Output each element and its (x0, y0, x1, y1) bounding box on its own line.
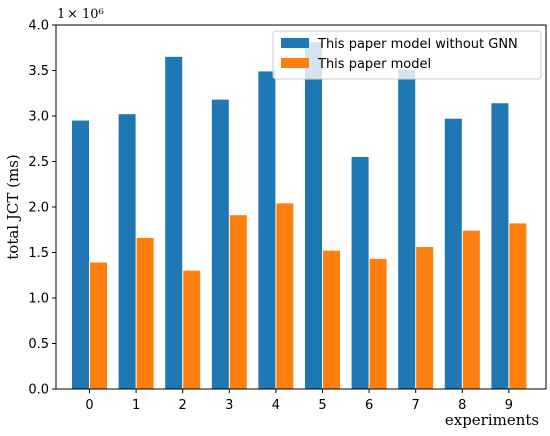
x-tick-label: 7 (412, 398, 420, 413)
bar-s0-7 (398, 69, 416, 389)
legend-label-0: This paper model without GNN (317, 37, 518, 52)
bar-s0-6 (351, 156, 369, 389)
bar-s1-9 (509, 223, 527, 389)
legend-swatch-1 (281, 58, 309, 68)
offset-factor: × 10⁶ (67, 7, 104, 22)
legend-swatch-0 (281, 38, 309, 48)
bar-s1-6 (369, 258, 387, 389)
legend-box (272, 30, 542, 80)
bar-s0-4 (258, 71, 276, 389)
y-tick-label: 3.0 (28, 110, 49, 125)
bar-s1-1 (136, 237, 154, 389)
y-tick-label: 1.0 (28, 292, 49, 307)
bar-s1-3 (229, 215, 247, 389)
offset-base: 1 (57, 7, 65, 22)
x-tick-label: 0 (85, 398, 93, 413)
y-tick-label: 2.0 (28, 201, 49, 216)
bar-s1-7 (416, 247, 434, 389)
y-tick-label: 0.5 (28, 337, 49, 352)
x-tick-label: 9 (505, 398, 513, 413)
x-tick-label: 8 (458, 398, 466, 413)
axis-offset-text: 1 × 10⁶ (57, 7, 104, 22)
bar-s0-8 (444, 118, 462, 389)
y-axis-label: total JCT (ms) (4, 154, 22, 259)
y-axis: 0.0 0.5 1.0 1.5 2.0 2.5 3.0 3.5 4.0 (28, 19, 56, 398)
y-tick-label: 2.5 (28, 155, 49, 170)
y-tick-label: 4.0 (28, 19, 49, 34)
x-tick-label: 3 (225, 398, 233, 413)
legend-label-1: This paper model (317, 57, 431, 72)
x-tick-label: 6 (365, 398, 373, 413)
legend: This paper model without GNN This paper … (272, 30, 542, 80)
bar-s1-4 (276, 203, 294, 389)
plot-area (72, 42, 527, 390)
y-tick-label: 1.5 (28, 246, 49, 261)
bar-s0-5 (305, 42, 322, 389)
x-tick-label: 2 (179, 398, 187, 413)
bar-s1-0 (90, 262, 107, 389)
bar-s0-3 (211, 99, 229, 390)
bar-s0-0 (72, 120, 89, 390)
y-tick-label: 3.5 (28, 64, 49, 79)
bar-s0-9 (491, 103, 509, 389)
y-tick-label: 0.0 (28, 383, 49, 398)
bar-s0-1 (118, 114, 136, 390)
x-axis: 0 1 2 3 4 5 6 7 8 9 (85, 389, 513, 413)
bar-s1-2 (183, 270, 201, 389)
bar-s1-5 (323, 250, 340, 389)
bar-s1-8 (462, 230, 480, 389)
x-tick-label: 5 (318, 398, 326, 413)
x-tick-label: 4 (272, 398, 280, 413)
x-tick-label: 1 (132, 398, 140, 413)
bar-s0-2 (165, 56, 183, 389)
x-axis-label: experiments (445, 411, 539, 429)
